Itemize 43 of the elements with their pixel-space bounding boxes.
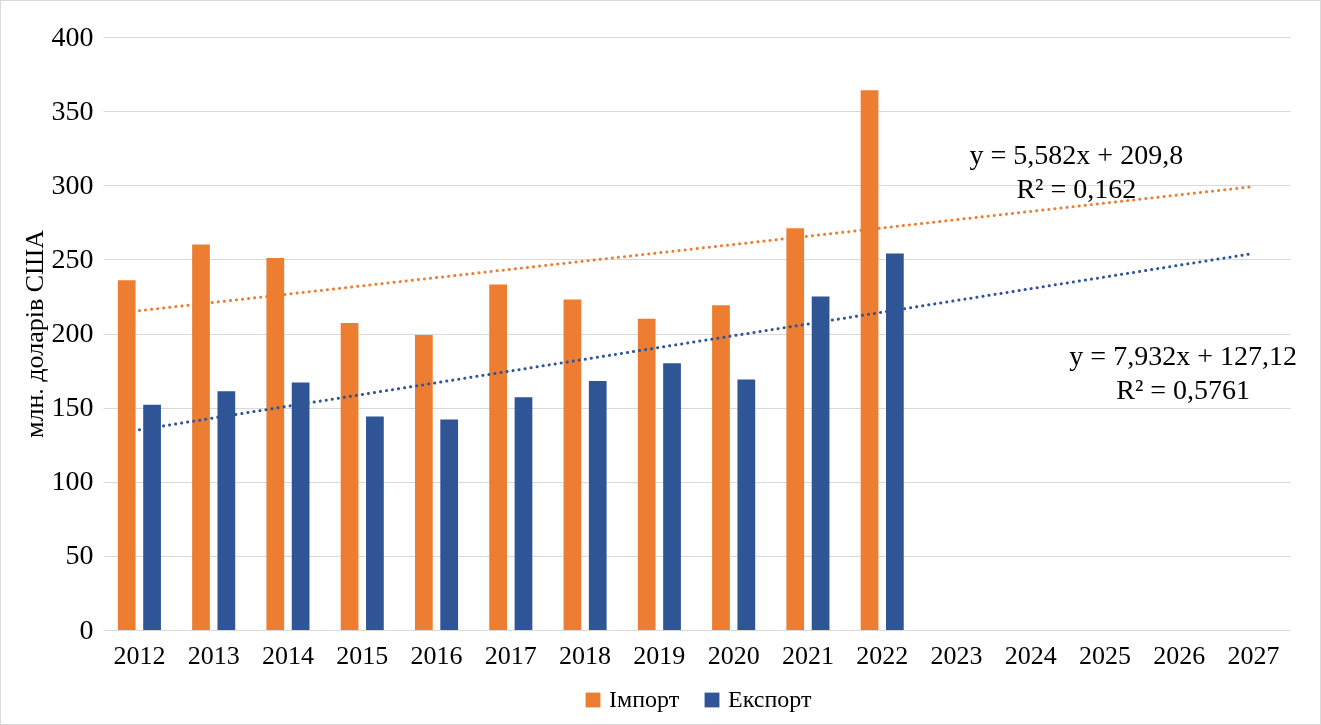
- x-tick-label: 2021: [781, 640, 834, 670]
- bar: [737, 379, 756, 630]
- bar: [489, 284, 507, 630]
- x-tick-label: 2022: [856, 640, 909, 670]
- bar: [414, 334, 433, 630]
- x-tick-label: 2018: [559, 640, 612, 670]
- y-tick-label: 100: [51, 465, 94, 497]
- bar: [117, 280, 136, 630]
- x-tick-label: 2019: [633, 640, 686, 670]
- y-tick-label: 200: [51, 317, 94, 348]
- x-tick-label: 2027: [1227, 640, 1280, 670]
- bar: [563, 299, 582, 630]
- y-tick-label: 0: [79, 613, 94, 645]
- bar: [514, 397, 533, 630]
- x-tick-label: 2014: [261, 640, 314, 670]
- x-tick-label: 2015: [336, 640, 389, 670]
- bar: [366, 416, 384, 630]
- y-tick-label: 150: [51, 391, 94, 423]
- bar: [663, 363, 681, 630]
- y-tick-label: 300: [51, 168, 94, 200]
- x-tick-label: 2024: [1004, 640, 1057, 670]
- bar: [712, 305, 730, 630]
- x-tick-label: 2023: [930, 640, 983, 670]
- x-tick-label: 2026: [1153, 640, 1206, 670]
- x-tick-label: 2012: [113, 640, 166, 670]
- bar: [637, 318, 656, 630]
- x-tick-label: 2013: [187, 640, 240, 670]
- y-tick-label: 400: [51, 20, 94, 52]
- legend-label: Імпорт: [609, 686, 680, 712]
- bar: [340, 323, 359, 630]
- bar: [440, 419, 459, 630]
- legend-label: Експорт: [728, 686, 812, 712]
- x-tick-label: 2017: [484, 640, 537, 670]
- y-tick-label: 50: [65, 539, 94, 571]
- x-tick-label: 2025: [1079, 640, 1132, 670]
- bar: [588, 380, 607, 630]
- x-tick-label: 2016: [410, 640, 463, 670]
- y-axis-title: млн. доларів США: [19, 229, 49, 439]
- annotation: y = 7,932x + 127,12 R² = 0,5761: [1069, 340, 1297, 406]
- x-tick-label: 2020: [707, 640, 760, 670]
- y-tick-label: 250: [51, 242, 94, 274]
- annotation: y = 5,582x + 209,8 R² = 0,162: [969, 138, 1184, 204]
- y-tick-label: 350: [51, 94, 94, 126]
